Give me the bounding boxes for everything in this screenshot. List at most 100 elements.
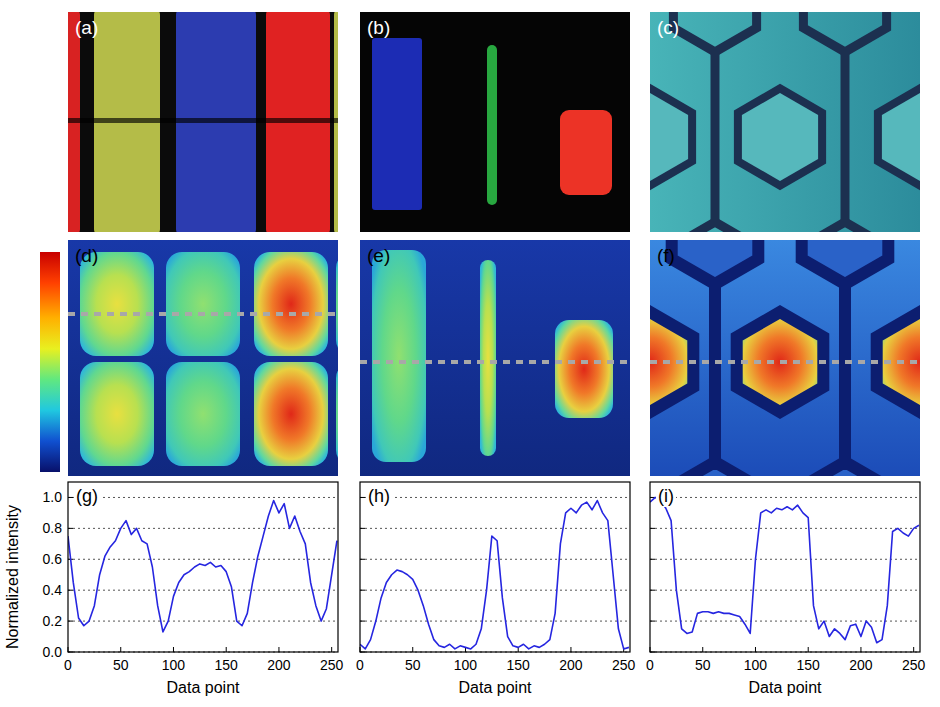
hexagon xyxy=(650,93,688,181)
hexagon xyxy=(672,240,759,284)
separator xyxy=(68,118,338,123)
axis-frame xyxy=(360,482,630,652)
tick-mark xyxy=(702,647,703,652)
grid-line xyxy=(360,528,630,529)
tick-label: 100 xyxy=(162,657,186,673)
tick-label: 0.6 xyxy=(43,551,63,567)
tick-mark xyxy=(226,647,227,652)
grid-line xyxy=(650,528,920,529)
tick-mark xyxy=(412,647,413,652)
profile-line xyxy=(360,501,629,649)
grid-line xyxy=(360,559,630,560)
panel-label: (a) xyxy=(75,17,98,38)
grid-line xyxy=(68,621,338,622)
grid-line xyxy=(68,559,338,560)
tick-label: 250 xyxy=(612,657,636,673)
grid-line xyxy=(360,590,630,591)
tick-label: 50 xyxy=(695,657,711,673)
emission-region xyxy=(336,362,338,466)
tick-label: 50 xyxy=(405,657,421,673)
grid-line xyxy=(650,559,920,560)
emission-region xyxy=(372,250,426,462)
hexagon xyxy=(803,12,886,52)
profile-line xyxy=(68,501,337,632)
tick-label: 200 xyxy=(559,657,583,673)
data-group xyxy=(360,501,629,649)
background xyxy=(360,240,630,476)
tick-label: 1.0 xyxy=(43,489,63,505)
emission-region xyxy=(166,362,240,466)
label-background xyxy=(366,485,392,507)
tick-mark xyxy=(860,647,861,652)
grid-line xyxy=(360,621,630,622)
emission-region xyxy=(80,362,154,466)
background xyxy=(360,12,630,232)
tick-label: 0 xyxy=(356,657,364,673)
tick-mark xyxy=(68,590,73,591)
tick-mark xyxy=(68,497,73,498)
emission-region xyxy=(254,362,328,466)
grid-line xyxy=(68,497,338,498)
tick-label: 0.2 xyxy=(43,613,63,629)
emission-region xyxy=(254,252,328,356)
tick-mark xyxy=(120,647,121,652)
tick-mark xyxy=(360,559,365,560)
tick-mark xyxy=(913,647,914,652)
hexagon xyxy=(882,93,920,181)
tick-mark xyxy=(360,621,365,622)
panel-label: (g) xyxy=(76,486,98,506)
grid-line xyxy=(650,497,920,498)
tick-label: 200 xyxy=(267,657,291,673)
tick-mark xyxy=(68,621,73,622)
tick-mark xyxy=(173,647,174,652)
subpixel xyxy=(372,38,422,210)
panel-label: (h) xyxy=(368,486,390,506)
tick-label: 150 xyxy=(797,657,821,673)
tick-label: 150 xyxy=(507,657,531,673)
hexagon xyxy=(738,89,821,185)
figure: (a)(b)(c)(d)(e)(f)0.00.20.40.60.81.00501… xyxy=(0,0,940,707)
chart: 0.00.20.40.60.81.0050100150200250(g)Data… xyxy=(4,482,344,696)
colorbar xyxy=(40,252,60,472)
tick-mark xyxy=(278,647,279,652)
image-panel xyxy=(68,240,410,476)
plot-area xyxy=(360,482,630,652)
tick-label: 0 xyxy=(64,657,72,673)
panel-label: (e) xyxy=(367,245,390,266)
image-panel xyxy=(38,7,364,237)
subpixel xyxy=(560,110,612,195)
hexagon xyxy=(803,222,886,232)
tick-mark xyxy=(650,590,655,591)
grid-line xyxy=(650,590,920,591)
grid-line xyxy=(360,497,630,498)
axis-title: Data point xyxy=(749,679,822,696)
image-content xyxy=(360,12,630,232)
tick-label: 50 xyxy=(113,657,129,673)
data-group xyxy=(68,501,337,632)
tick-label: 250 xyxy=(320,657,344,673)
tick-mark xyxy=(360,590,365,591)
grid-line xyxy=(68,528,338,529)
trace xyxy=(839,284,851,470)
chart: 050100150200250(h)Data point xyxy=(356,482,635,696)
tick-mark xyxy=(570,647,571,652)
hexagon xyxy=(650,89,692,185)
tick-label: 200 xyxy=(849,657,873,673)
tick-label: 0 xyxy=(646,657,654,673)
trace xyxy=(709,284,721,470)
hexagon xyxy=(742,93,818,181)
axis-title: Normalized intensity xyxy=(4,505,21,649)
emission-region xyxy=(480,260,496,456)
grid-line xyxy=(68,590,338,591)
axis-frame xyxy=(650,482,920,652)
image-panel xyxy=(360,240,630,476)
trace xyxy=(711,52,720,222)
image-panel xyxy=(360,12,630,232)
label-background xyxy=(74,485,100,507)
image-content xyxy=(650,12,920,232)
hexagon xyxy=(673,12,756,52)
image-content xyxy=(68,240,338,476)
panel-label: (f) xyxy=(657,245,675,266)
profile-line xyxy=(650,497,919,642)
panel-label: (b) xyxy=(367,17,390,38)
